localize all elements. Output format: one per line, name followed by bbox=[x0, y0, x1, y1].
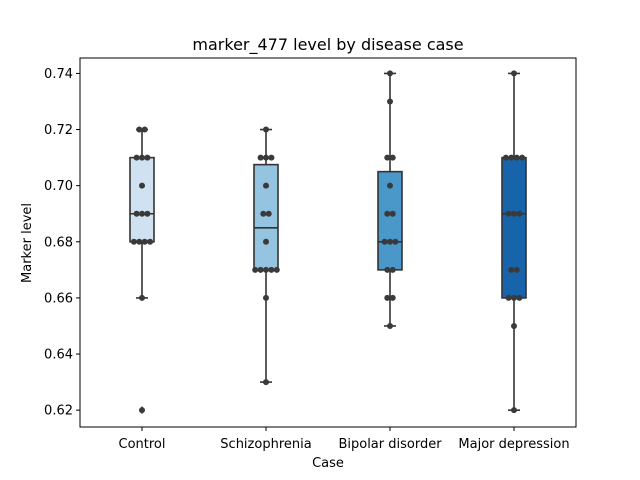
data-point bbox=[505, 294, 512, 301]
data-point bbox=[273, 266, 280, 273]
iqr-box bbox=[253, 163, 279, 271]
x-axis: Control Schizophrenia Bipolar disorder Majo… bbox=[119, 427, 570, 452]
data-point bbox=[389, 294, 396, 301]
data-point bbox=[511, 407, 517, 414]
data-point bbox=[260, 210, 267, 217]
y-tick-label: 0.66 bbox=[44, 291, 73, 306]
data-point bbox=[387, 98, 393, 105]
data-point bbox=[133, 210, 140, 217]
data-point bbox=[139, 294, 145, 301]
data-point bbox=[508, 154, 515, 161]
x-tick-label: Major depression bbox=[458, 437, 569, 452]
y-tick-label: 0.68 bbox=[44, 235, 73, 250]
x-tick-label: Bipolar disorder bbox=[338, 437, 442, 452]
box-control bbox=[129, 128, 155, 415]
y-tick-label: 0.74 bbox=[44, 67, 73, 82]
data-point bbox=[508, 266, 515, 273]
data-point bbox=[139, 154, 145, 161]
data-point bbox=[389, 154, 396, 161]
y-tick-label: 0.72 bbox=[44, 123, 73, 138]
y-tick-label: 0.70 bbox=[44, 179, 73, 194]
data-point bbox=[384, 154, 391, 161]
data-point bbox=[139, 210, 145, 217]
data-point bbox=[263, 238, 269, 245]
iqr-box bbox=[501, 156, 527, 299]
x-tick-label: Schizophrenia bbox=[220, 437, 311, 452]
data-point bbox=[387, 238, 393, 245]
data-point bbox=[387, 322, 393, 329]
data-point bbox=[141, 238, 148, 245]
data-point bbox=[263, 379, 269, 386]
data-point bbox=[144, 210, 151, 217]
box-schizophrenia bbox=[253, 128, 279, 383]
data-point bbox=[257, 154, 264, 161]
data-point bbox=[384, 210, 391, 217]
data-point bbox=[130, 238, 137, 245]
data-point bbox=[265, 210, 272, 217]
data-point bbox=[384, 266, 391, 273]
data-point bbox=[263, 266, 269, 273]
data-point bbox=[263, 126, 269, 133]
plot-frame bbox=[79, 57, 577, 428]
data-point bbox=[257, 266, 264, 273]
data-point bbox=[144, 154, 151, 161]
chart-title: marker_477 level by disease case bbox=[192, 35, 463, 55]
data-point bbox=[136, 238, 143, 245]
y-tick-label: 0.64 bbox=[44, 348, 73, 363]
data-point bbox=[511, 322, 517, 329]
data-point bbox=[511, 70, 517, 77]
data-point bbox=[387, 182, 393, 189]
data-point bbox=[268, 266, 275, 273]
data-point bbox=[252, 266, 259, 273]
data-point bbox=[263, 154, 269, 161]
data-point bbox=[141, 126, 148, 133]
data-point bbox=[389, 210, 396, 217]
data-point bbox=[263, 294, 269, 301]
data-point bbox=[516, 294, 523, 301]
data-point bbox=[268, 154, 275, 161]
data-point bbox=[516, 210, 523, 217]
data-point bbox=[133, 154, 140, 161]
data-point bbox=[384, 294, 391, 301]
iqr-box bbox=[129, 156, 155, 243]
data-point bbox=[513, 266, 520, 273]
y-axis-label: Marker level bbox=[20, 203, 35, 283]
y-axis: 0.62 0.64 0.66 0.68 0.70 0.72 0.74 bbox=[44, 67, 80, 419]
data-point bbox=[511, 294, 517, 301]
data-point bbox=[505, 210, 512, 217]
y-tick-label: 0.62 bbox=[44, 404, 73, 419]
data-point bbox=[389, 266, 396, 273]
data-point bbox=[519, 154, 526, 161]
data-point bbox=[147, 238, 154, 245]
data-point bbox=[392, 238, 399, 245]
data-point bbox=[139, 407, 145, 414]
data-point bbox=[263, 182, 269, 189]
data-point bbox=[502, 154, 509, 161]
data-point bbox=[511, 210, 517, 217]
data-point bbox=[139, 182, 145, 189]
data-point bbox=[381, 238, 388, 245]
data-point bbox=[387, 70, 393, 77]
x-tick-label: Control bbox=[119, 437, 166, 452]
plot-area bbox=[129, 70, 527, 415]
data-point bbox=[513, 154, 520, 161]
data-point bbox=[136, 126, 143, 133]
x-axis-label: Case bbox=[312, 456, 344, 471]
